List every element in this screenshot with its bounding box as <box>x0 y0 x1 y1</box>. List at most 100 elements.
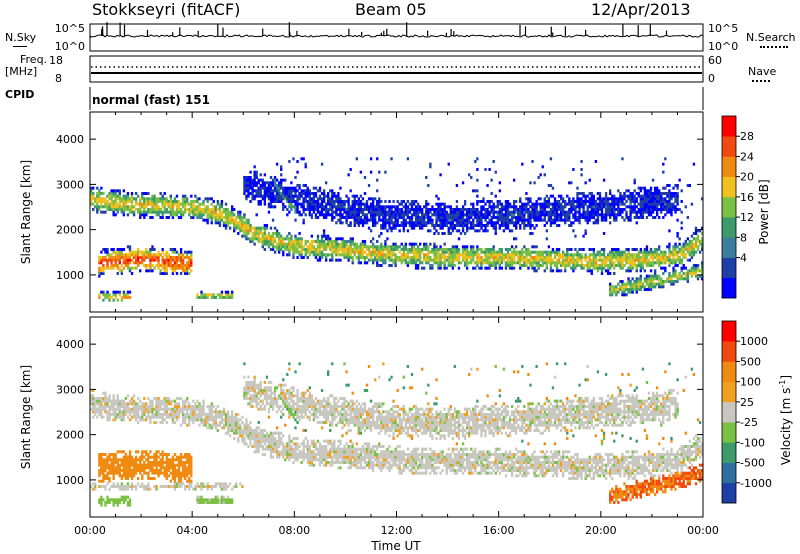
range-cell <box>418 248 422 251</box>
range-cell <box>508 221 512 225</box>
range-cell <box>202 208 205 211</box>
range-cell <box>108 477 111 480</box>
range-cell <box>537 261 540 265</box>
range-cell <box>447 253 450 257</box>
range-cell <box>445 266 448 270</box>
range-cell <box>421 248 424 251</box>
range-cell <box>122 208 126 211</box>
range-cell <box>613 200 616 203</box>
range-cell <box>680 248 683 251</box>
range-cell <box>104 405 107 408</box>
range-cell <box>183 269 187 273</box>
range-cell <box>316 202 320 206</box>
range-cell <box>126 410 130 414</box>
range-cell <box>112 501 115 504</box>
range-cell <box>120 495 123 499</box>
range-cell <box>435 248 438 251</box>
range-cell <box>598 194 602 198</box>
range-cell <box>374 210 377 214</box>
range-cell <box>275 248 279 251</box>
range-cell <box>486 184 489 187</box>
range-cell <box>141 474 144 478</box>
range-cell <box>269 194 273 198</box>
range-cell <box>418 226 422 230</box>
range-cell <box>566 256 569 259</box>
range-cell <box>371 261 375 265</box>
range-cell <box>696 269 700 273</box>
range-cell <box>549 202 553 206</box>
range-cell <box>588 264 591 267</box>
range-cell <box>564 200 567 203</box>
range-cell <box>682 256 685 259</box>
range-cell <box>318 248 322 251</box>
range-cell <box>359 248 363 251</box>
range-cell <box>100 266 103 270</box>
range-cell <box>155 197 158 201</box>
range-cell <box>365 253 369 257</box>
range-cell <box>141 258 144 262</box>
range-cell <box>355 194 358 198</box>
range-cell <box>118 407 121 411</box>
range-cell <box>480 218 483 222</box>
range-cell <box>496 200 499 203</box>
range-cell <box>106 461 109 464</box>
range-cell <box>233 226 236 230</box>
range-cell <box>124 296 128 299</box>
range-cell <box>451 216 455 219</box>
range-cell <box>120 197 123 201</box>
range-cell <box>439 202 442 206</box>
nave-tick-top: 60 <box>708 54 722 67</box>
range-cell <box>202 200 205 203</box>
range-cell <box>308 248 311 251</box>
range-cell <box>418 261 422 265</box>
range-cell <box>613 250 616 254</box>
range-cell <box>220 205 224 209</box>
range-cell <box>457 250 461 254</box>
range-cell <box>494 264 497 267</box>
range-cell <box>494 253 497 257</box>
range-cell <box>408 248 412 251</box>
range-cell <box>171 264 175 267</box>
range-cell <box>355 210 358 214</box>
range-cell <box>192 200 195 203</box>
range-cell <box>161 197 164 201</box>
range-cell <box>517 258 520 262</box>
range-cell <box>594 213 598 217</box>
range-cell <box>110 413 113 416</box>
range-cell <box>277 194 281 198</box>
range-cell <box>651 194 655 198</box>
range-cell <box>310 245 314 249</box>
range-cell <box>682 248 685 251</box>
range-cell <box>461 210 465 214</box>
range-cell <box>629 264 632 267</box>
range-cell <box>267 234 271 238</box>
range-cell <box>353 208 356 211</box>
range-cell <box>280 168 283 171</box>
range-cell <box>288 186 291 190</box>
range-cell <box>690 248 694 251</box>
range-cell <box>322 216 326 219</box>
range-cell <box>457 237 461 241</box>
range-cell <box>453 216 457 219</box>
range-cell <box>134 405 138 408</box>
range-cell <box>292 242 295 246</box>
range-cell <box>98 501 101 504</box>
range-cell <box>316 197 320 201</box>
range-cell <box>120 253 123 257</box>
range-cell <box>359 205 363 209</box>
range-cell <box>506 258 510 262</box>
range-cell <box>521 258 524 262</box>
range-cell <box>649 285 653 289</box>
range-cell <box>194 194 197 198</box>
range-cell <box>198 216 201 219</box>
range-cell <box>625 210 628 214</box>
range-cell <box>106 418 109 422</box>
range-cell <box>584 253 587 257</box>
range-cell <box>611 285 614 289</box>
range-cell <box>674 280 677 283</box>
range-cell <box>363 208 367 211</box>
range-cell <box>333 248 336 251</box>
range-cell <box>492 221 495 225</box>
date-title: 12/Apr/2013 <box>591 0 691 19</box>
range-cell <box>512 248 516 251</box>
